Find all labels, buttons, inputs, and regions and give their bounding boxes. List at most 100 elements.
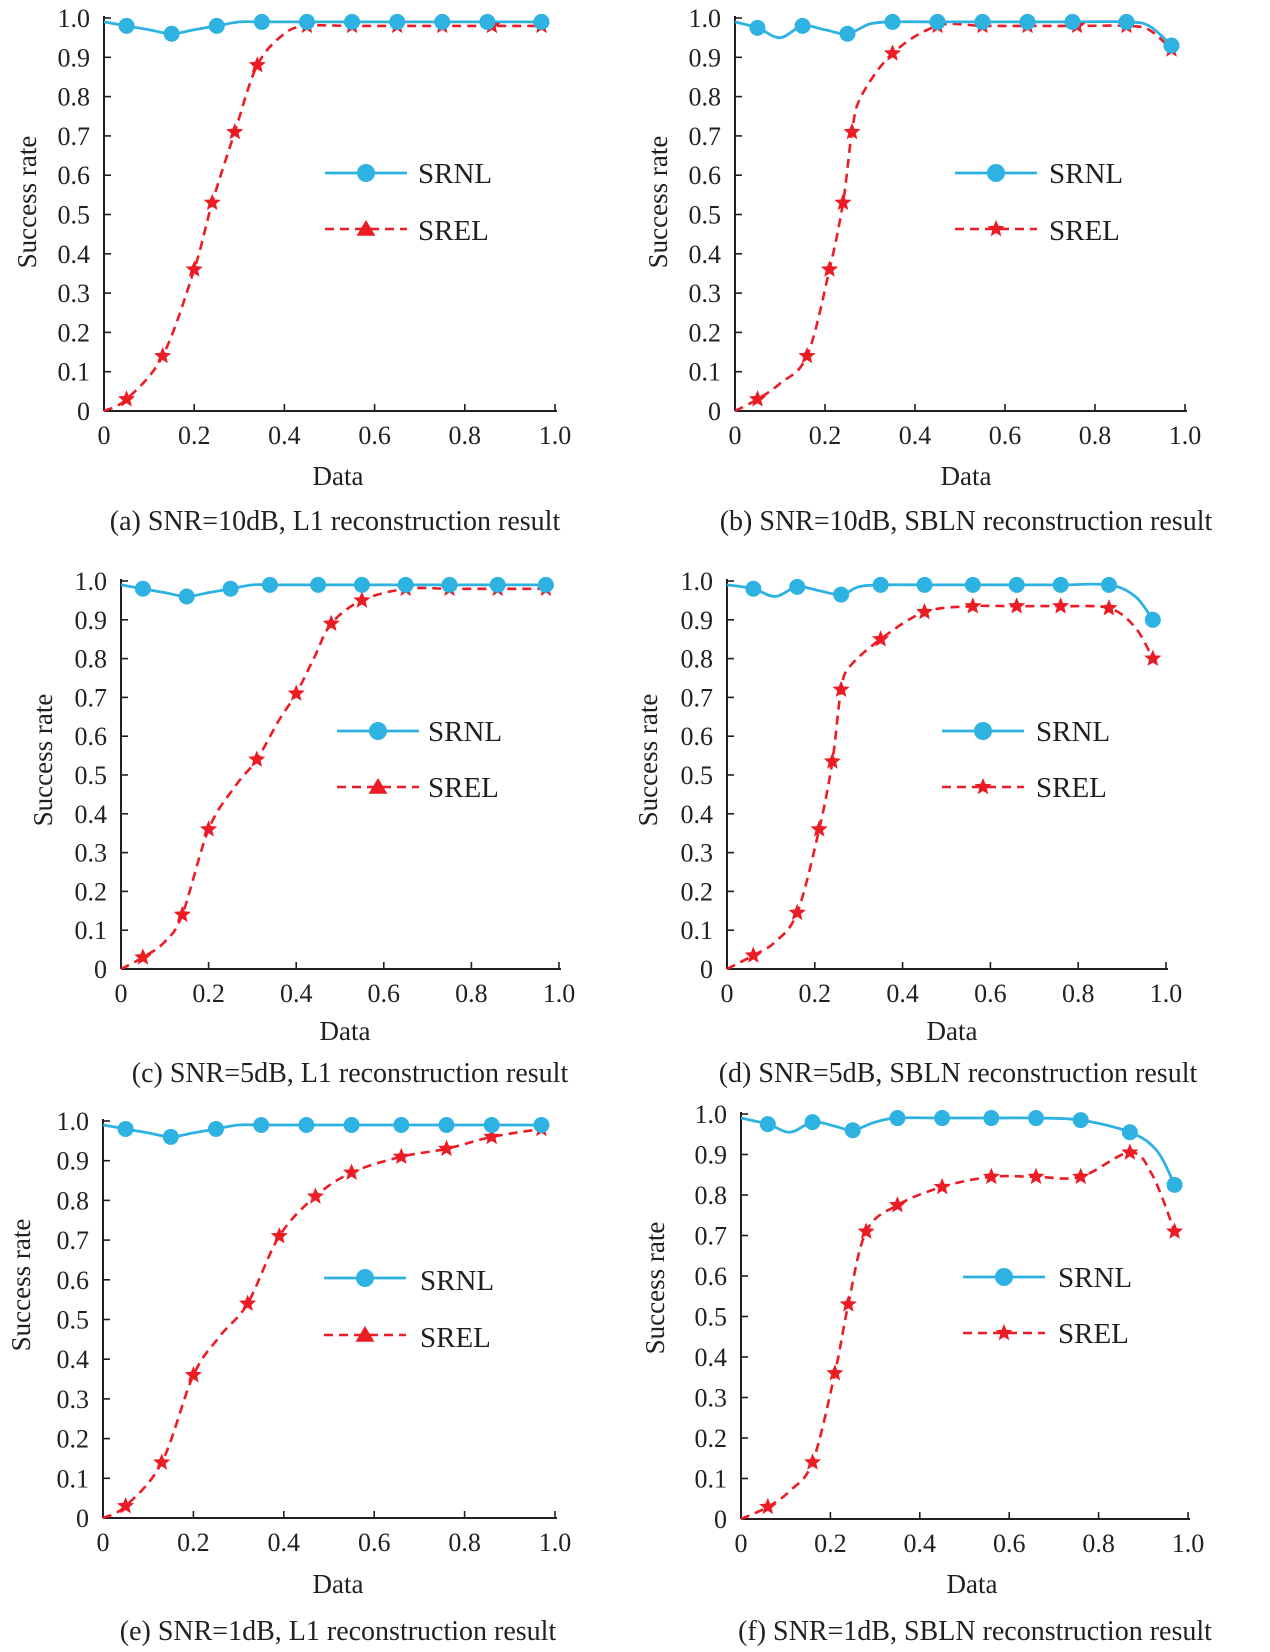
- panel-c-y-tick-label: 0.9: [75, 606, 108, 635]
- panel-f-y-tick-label: 0: [714, 1505, 727, 1534]
- panel-d-x-tick-label: 1.0: [1150, 979, 1183, 1008]
- panel-a-srnl-point: [434, 13, 451, 30]
- panel-f-x-tick-label: 0.2: [814, 1529, 847, 1558]
- panel-b-srel-point: [843, 123, 861, 140]
- panel-a-caption: (a) SNR=10dB, L1 reconstruction result: [110, 506, 561, 537]
- panel-e-y-tick-label: 0.8: [57, 1186, 90, 1215]
- panel-e-caption: (e) SNR=1dB, L1 reconstruction result: [120, 1616, 557, 1647]
- panel-f-srnl-point: [844, 1122, 861, 1139]
- panel-f-srel-line: [740, 1151, 1176, 1521]
- panel-b-y-tick-label: 0.7: [689, 122, 722, 151]
- panel-a-legend-label-srel: SREL: [418, 215, 489, 247]
- panel-f-legend-srel-marker: [995, 1324, 1013, 1341]
- panel-a-srnl-point: [344, 13, 361, 30]
- panel-f-y-axis-label: Success rate: [640, 1222, 670, 1355]
- panel-a-srnl-point: [163, 25, 180, 42]
- panel-a-y-tick-label: 0.8: [58, 83, 91, 112]
- panel-e-srel-point: [153, 1453, 171, 1470]
- panel-f-srel-point: [1072, 1167, 1090, 1185]
- panel-f-y-tick-label: 0.6: [695, 1262, 728, 1291]
- panel-e-y-tick-label: 0.9: [57, 1147, 90, 1176]
- panel-e-y-tick-label: 0.2: [57, 1425, 90, 1454]
- panel-f-y-tick-label: 0.8: [695, 1181, 728, 1210]
- panel-a-srnl-point: [479, 13, 496, 30]
- panel-b-x-tick-label: 0.8: [1079, 421, 1112, 450]
- panel-f-srnl-point: [1028, 1110, 1045, 1127]
- panel-b-srnl-point: [974, 13, 991, 30]
- panel-e-legend-label-srnl: SRNL: [420, 1265, 494, 1297]
- panel-a-legend-srel-marker: [356, 220, 376, 236]
- panel-d-srel-point: [872, 630, 890, 647]
- panel-a-y-tick-label: 0.3: [58, 279, 91, 308]
- panel-f-legend-label-srel: SREL: [1058, 1318, 1129, 1350]
- panel-d-srnl-point: [872, 576, 889, 593]
- panel-d-y-tick-label: 1.0: [681, 567, 714, 596]
- panel-a-srel-point: [118, 390, 136, 407]
- panel-e-x-axis-label: Data: [313, 1569, 364, 1599]
- panel-d-legend-srel-marker: [974, 778, 992, 795]
- panel-d-srel-point: [1100, 599, 1118, 616]
- panel-a-srel-line: [103, 24, 542, 413]
- panel-a-legend-label-srnl: SRNL: [418, 158, 492, 190]
- panel-d-srel-point: [823, 752, 841, 769]
- panel-d-srel-point: [810, 820, 828, 837]
- panel-c-caption: (c) SNR=5dB, L1 reconstruction result: [132, 1058, 569, 1089]
- panel-f-caption: (f) SNR=1dB, SBLN reconstruction result: [738, 1616, 1212, 1647]
- panel-a-srnl-point: [208, 17, 225, 34]
- panel-d-srel-point: [964, 597, 982, 614]
- panel-b-srel-point: [834, 193, 852, 210]
- panel-c-srnl-point: [222, 580, 239, 597]
- panel-a-x-tick-label: 0.4: [268, 421, 301, 450]
- panel-e-y-tick-label: 0.4: [57, 1345, 90, 1374]
- panel-b-caption: (b) SNR=10dB, SBLN reconstruction result: [720, 506, 1213, 537]
- panel-b-y-tick-label: 0.5: [689, 201, 722, 230]
- panel-d-y-axis-label: Success rate: [633, 694, 663, 827]
- panel-d-srel-point: [788, 903, 806, 920]
- panel-b-y-tick-label: 0.4: [689, 240, 722, 269]
- panel-e-srel-point: [239, 1294, 257, 1311]
- panel-b: 0 0.1 0.2 0.3 0.4 0.5 0.6 0.7 0.8 0.9 1.0 0 0.2 0.4 0.…: [643, 4, 1212, 537]
- panel-d-legend-srnl-marker: [974, 722, 992, 740]
- panel-c-srel-point: [322, 614, 340, 631]
- panel-b-y-axis-label: Success rate: [643, 136, 673, 269]
- panel-f-legend-srnl-marker: [995, 1268, 1013, 1286]
- panel-b-x-tick-label: 0.6: [989, 421, 1022, 450]
- panel-b-srnl-point: [749, 19, 766, 36]
- panel-c: 0 0.1 0.2 0.3 0.4 0.5 0.6 0.7 0.8 0.9 1.0 0 0.2 0.4 0.…: [28, 567, 575, 1089]
- panel-d-srnl-point: [1100, 576, 1117, 593]
- panel-b-srel-point: [748, 390, 767, 407]
- panel-b-srnl-point: [839, 25, 856, 42]
- panel-b-y-tick-label: 1.0: [689, 4, 722, 33]
- panel-c-x-tick-label: 0.8: [455, 979, 488, 1008]
- panel-d-x-tick-label: 0.4: [886, 979, 919, 1008]
- panel-b-srnl-point: [1118, 13, 1135, 30]
- panel-f-srnl-point: [804, 1114, 821, 1131]
- panel-a-srel-point: [226, 123, 244, 140]
- panel-f-srel-point: [826, 1364, 844, 1381]
- panel-f-plot: 0 0.1 0.2 0.3 0.4 0.5 0.6 0.7 0.8 0.9 1.0 0 0.2 0.4 0.…: [695, 1100, 1205, 1558]
- panel-e-srnl-point: [343, 1116, 360, 1133]
- panel-c-srnl-point: [310, 576, 327, 593]
- panel-a-y-tick-label: 0.5: [58, 201, 91, 230]
- panel-d-srnl-point: [916, 576, 933, 593]
- panel-d-y-tick-label: 0.1: [681, 916, 714, 945]
- panel-e-srnl-point: [117, 1120, 134, 1137]
- panel-d-srel-point: [744, 946, 762, 963]
- panel-d-y-tick-label: 0.3: [681, 839, 714, 868]
- panel-c-y-tick-label: 0.3: [75, 839, 108, 868]
- panel-e-srnl-point: [483, 1116, 500, 1133]
- panel-e-plot: 0 0.1 0.2 0.3 0.4 0.5 0.6 0.7 0.8 0.9 1.0 0 0.2 0.4 0.…: [57, 1107, 572, 1557]
- panel-d-y-tick-label: 0.2: [681, 877, 714, 906]
- panel-e-legend-label-srel: SREL: [420, 1322, 491, 1354]
- panel-f-srnl-point: [1121, 1124, 1138, 1141]
- panel-c-legend-srel-marker: [368, 778, 388, 794]
- panel-a-srnl-point: [298, 13, 315, 30]
- panel-c-y-tick-label: 0.1: [75, 916, 108, 945]
- panel-c-legend-srnl-marker: [369, 722, 387, 740]
- panel-e-srel-point: [117, 1497, 135, 1514]
- panel-b-legend-srel-marker: [987, 220, 1005, 237]
- panel-b-y-tick-label: 0: [708, 397, 721, 426]
- panel-d: 0 0.1 0.2 0.3 0.4 0.5 0.6 0.7 0.8 0.9 1.0 0 0.2 0.4 0.…: [633, 567, 1197, 1089]
- panel-f-y-tick-label: 0.7: [695, 1222, 728, 1251]
